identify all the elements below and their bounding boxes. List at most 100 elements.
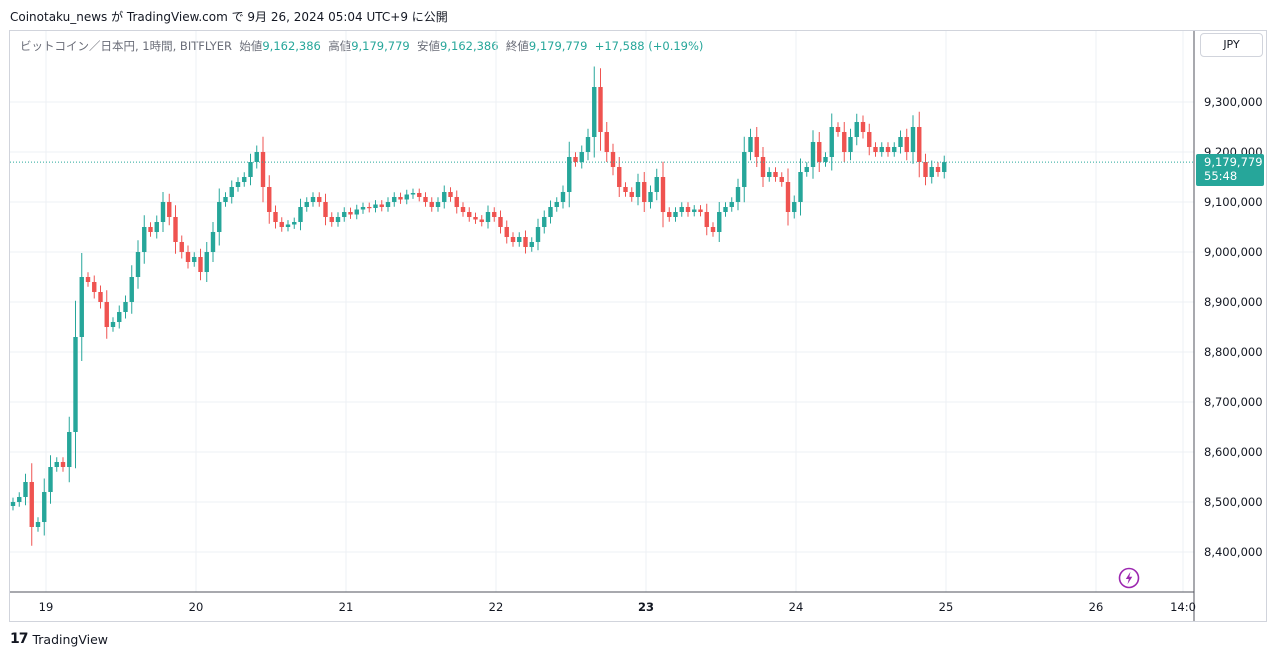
low-value: 9,162,386 — [440, 39, 499, 53]
candle-body — [435, 202, 441, 207]
candle-body — [392, 197, 397, 202]
candle-body — [292, 222, 297, 225]
open-value: 9,162,386 — [262, 39, 321, 53]
candle-body — [579, 152, 584, 162]
x-tick-label: 25 — [939, 600, 954, 614]
candle-body — [723, 207, 728, 212]
candle-body — [410, 193, 416, 195]
high-value: 9,179,779 — [351, 39, 410, 53]
symbol-name: ビットコイン／日本円, 1時間, BITFLYER — [20, 39, 233, 53]
candle-body — [204, 252, 209, 272]
candle-body — [573, 157, 578, 162]
candle-body — [404, 194, 409, 200]
candle-body — [73, 337, 78, 432]
low-label: 安値 — [417, 39, 441, 53]
candle-body — [360, 207, 366, 210]
candle-body — [448, 192, 453, 197]
tradingview-brand[interactable]: 17 TradingView — [10, 631, 108, 647]
candle-body — [767, 172, 772, 177]
candle-body — [148, 227, 153, 232]
candle-body — [279, 222, 284, 227]
candle-body — [29, 482, 34, 527]
candle-body — [798, 172, 803, 202]
candle-body — [517, 237, 522, 242]
candle-body — [479, 219, 484, 222]
candle-body — [160, 202, 166, 222]
candle-body — [935, 167, 941, 172]
candle-body — [567, 157, 572, 192]
candle-body — [885, 147, 891, 152]
candle-body — [604, 132, 609, 152]
candle-body — [673, 212, 678, 217]
currency-button[interactable]: JPY — [1200, 33, 1263, 57]
candle-body — [267, 187, 272, 212]
candle-body — [879, 147, 884, 152]
candle-body — [760, 157, 766, 177]
publish-attribution: Coinotaku_news が TradingView.com で 9月 26… — [10, 10, 448, 24]
candle-body — [235, 182, 241, 187]
candle-body — [748, 137, 753, 152]
candle-body — [654, 177, 659, 192]
lightning-icon[interactable] — [1118, 567, 1140, 589]
candle-body — [848, 137, 853, 152]
brand-name: TradingView — [32, 631, 109, 647]
candle-body — [423, 197, 428, 202]
close-label: 終値 — [505, 39, 529, 53]
candle-body — [504, 227, 509, 237]
y-tick-label: 8,800,000 — [1204, 345, 1263, 359]
candle-body — [692, 209, 697, 212]
candle-body — [535, 227, 541, 242]
candle-body — [417, 193, 422, 197]
candle-body — [142, 227, 147, 252]
candle-body — [929, 167, 934, 177]
close-value: 9,179,779 — [528, 39, 588, 53]
candle-body — [635, 182, 641, 197]
x-tick-label: 20 — [189, 600, 204, 614]
y-tick-label: 8,400,000 — [1204, 545, 1263, 559]
candle-body — [223, 197, 228, 202]
candle-body — [23, 482, 28, 497]
candle-body — [85, 277, 91, 282]
candle-body — [60, 462, 66, 467]
candle-body — [473, 217, 478, 220]
candle-body — [592, 87, 597, 137]
candle-body — [367, 207, 372, 209]
candle-body — [923, 162, 928, 177]
candle-body — [910, 127, 916, 152]
candle-body — [135, 252, 141, 277]
candle-body — [248, 162, 253, 177]
x-tick-label: 21 — [339, 600, 354, 614]
candle-body — [373, 204, 378, 208]
candle-body — [529, 242, 534, 247]
candle-body — [710, 227, 716, 232]
candle-body — [342, 212, 347, 217]
candle-body — [92, 282, 97, 292]
y-tick-label: 9,100,000 — [1204, 195, 1263, 209]
candle-body — [273, 212, 278, 222]
candle-body — [217, 202, 222, 232]
candle-body — [542, 217, 547, 227]
candle-body — [304, 202, 309, 207]
candle-body — [717, 212, 722, 232]
candle-body — [117, 312, 122, 322]
candle-body — [773, 172, 778, 177]
candle-body — [48, 467, 53, 492]
x-tick-label: 24 — [789, 600, 804, 614]
candle-body — [429, 202, 434, 207]
high-label: 高値 — [328, 39, 352, 53]
y-tick-label: 9,000,000 — [1204, 245, 1263, 259]
candle-body — [904, 137, 909, 152]
candle-body — [679, 207, 684, 212]
candle-body — [10, 502, 16, 506]
candle-body — [785, 182, 791, 212]
tradingview-logo-icon: 17 — [10, 631, 29, 647]
candle-body — [660, 177, 666, 212]
open-label: 始値 — [239, 39, 263, 53]
candle-body — [198, 257, 203, 272]
x-tick-label: 23 — [638, 600, 654, 614]
candle-body — [610, 152, 616, 167]
candle-body — [510, 237, 516, 242]
candle-body — [735, 187, 741, 202]
candle-body — [154, 222, 159, 232]
